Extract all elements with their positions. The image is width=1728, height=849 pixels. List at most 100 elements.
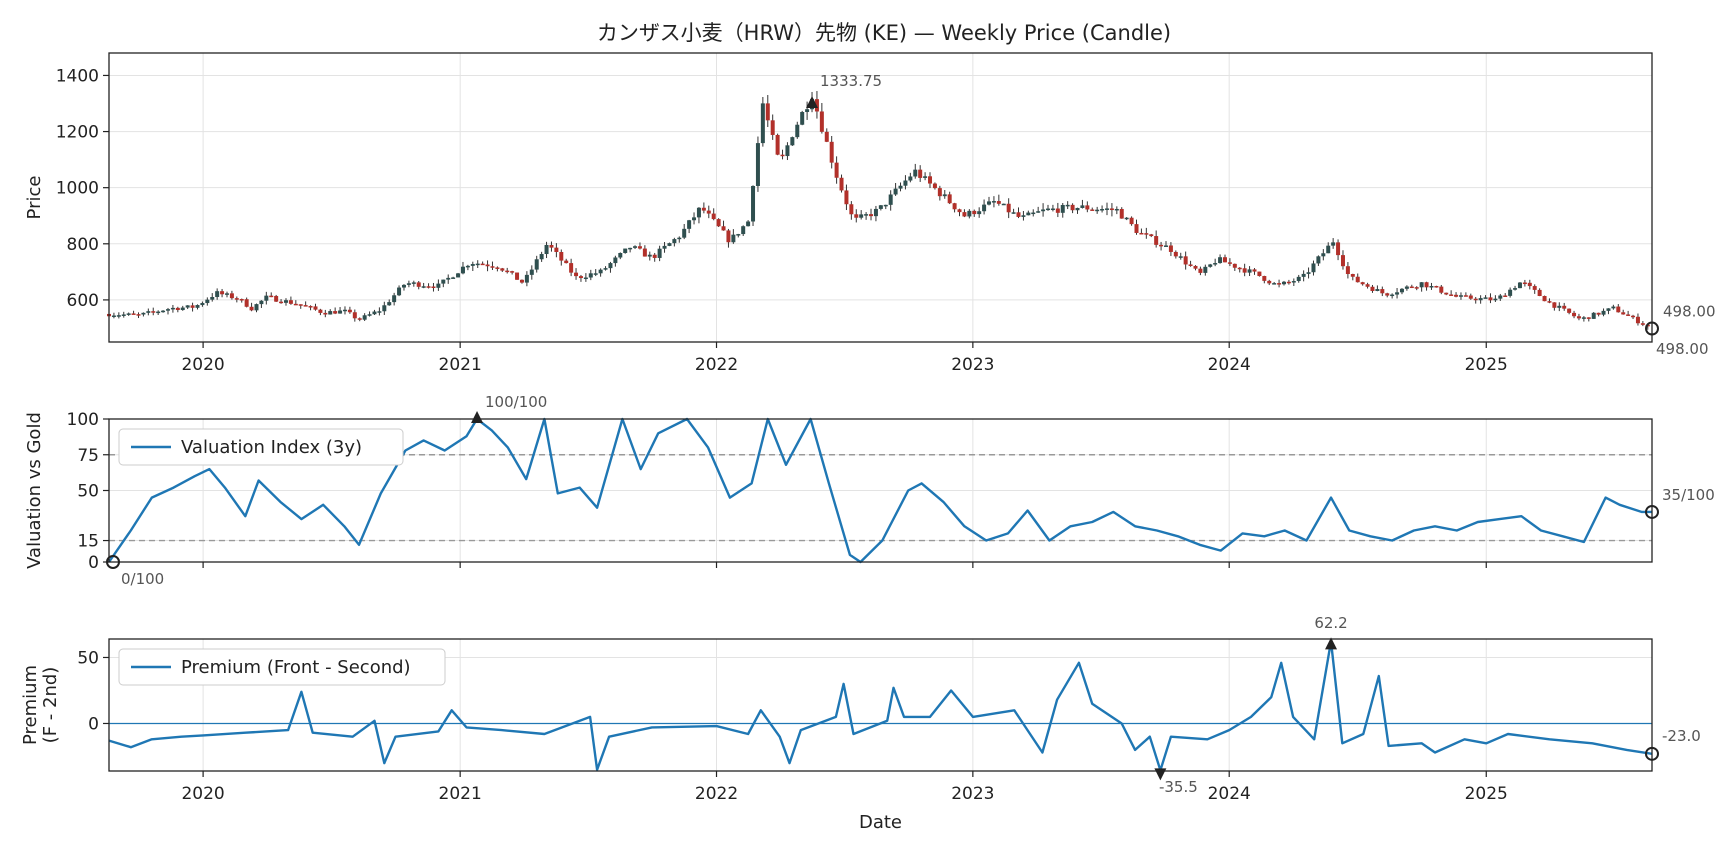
panel2-ylabel: Premium(F - 2nd): [20, 665, 61, 745]
candle-body-171: [947, 194, 952, 204]
chart-title: カンザス小麦（HRW）先物 (KE) — Weekly Price (Candl…: [597, 21, 1171, 45]
candle-body-243: [1301, 273, 1306, 277]
candle-body-232: [1247, 269, 1252, 273]
candle-body-88: [539, 254, 544, 260]
candle-body-141: [800, 112, 805, 125]
candle-body-187: [1026, 212, 1031, 216]
candle-body-133: [760, 103, 765, 144]
candle-body-138: [785, 145, 790, 157]
candle-body-54: [372, 311, 377, 315]
candle-body-179: [987, 201, 992, 205]
candle-body-147: [829, 141, 834, 163]
candle-body-290: [1532, 286, 1537, 290]
candle-body-292: [1542, 296, 1547, 302]
candle-body-229: [1232, 263, 1237, 268]
candle-body-3: [121, 314, 126, 316]
candle-body-199: [1085, 205, 1090, 210]
candle-body-283: [1498, 295, 1503, 299]
candle-body-256: [1365, 284, 1370, 287]
candle-body-106: [628, 247, 633, 250]
candle-body-9: [151, 311, 156, 313]
candle-body-10: [156, 311, 161, 314]
candle-body-309: [1626, 314, 1631, 316]
candle-body-226: [1218, 257, 1223, 264]
candle-body-254: [1355, 276, 1360, 283]
candle-body-1: [111, 315, 116, 318]
candle-body-239: [1281, 281, 1286, 285]
panel2-ylabel-line-0: Premium: [20, 665, 41, 745]
candle-body-282: [1493, 298, 1498, 301]
candle-body-145: [819, 111, 824, 132]
candle-body-251: [1340, 255, 1345, 267]
candle-body-76: [480, 263, 485, 266]
candle-body-131: [751, 185, 756, 222]
candle-body-86: [529, 269, 534, 275]
candle-body-262: [1395, 292, 1400, 295]
candle-body-280: [1483, 297, 1488, 299]
candle-body-85: [524, 274, 529, 283]
candle-body-121: [701, 207, 706, 211]
candle-body-188: [1031, 212, 1036, 215]
candle-body-38: [293, 303, 298, 306]
candle-body-63: [416, 282, 421, 287]
candle-body-299: [1576, 316, 1581, 319]
candle-body-185: [1016, 212, 1021, 217]
candle-body-178: [982, 204, 987, 212]
candle-body-60: [401, 284, 406, 288]
candle-body-74: [470, 264, 475, 266]
candle-body-27: [239, 299, 244, 301]
candle-body-123: [711, 213, 716, 220]
candle-body-304: [1601, 310, 1606, 315]
candle-body-308: [1621, 312, 1626, 315]
candle-body-18: [195, 305, 200, 308]
candle-body-7: [141, 312, 146, 315]
candle-body-234: [1257, 271, 1262, 277]
candle-body-140: [795, 124, 800, 138]
candle-body-225: [1213, 263, 1218, 265]
candle-body-288: [1522, 282, 1527, 285]
candles: [107, 91, 1650, 330]
candle-body-132: [755, 143, 760, 186]
candle-body-293: [1547, 301, 1552, 303]
candle-body-22: [215, 291, 220, 297]
candle-body-87: [534, 259, 539, 270]
candle-body-109: [642, 248, 647, 257]
panel1-frame: [108, 418, 1653, 563]
candle-body-84: [519, 279, 524, 283]
candle-body-213: [1154, 236, 1159, 245]
candle-body-34: [274, 295, 279, 302]
candle-body-273: [1449, 294, 1454, 296]
candle-body-298: [1572, 312, 1577, 317]
candle-body-116: [677, 237, 682, 240]
candle-body-303: [1596, 312, 1601, 315]
candle-body-223: [1203, 266, 1208, 273]
panel2-ytick-label-50: 50: [77, 648, 99, 668]
panel2-xtick-label-2024: 2024: [1208, 784, 1251, 804]
candle-body-209: [1134, 224, 1139, 233]
panel0-xtick-label-2024: 2024: [1208, 355, 1251, 375]
panel2-xtick-label-2022: 2022: [695, 784, 738, 804]
candle-body-12: [165, 309, 170, 311]
candle-body-222: [1198, 268, 1203, 273]
candle-body-142: [805, 109, 810, 113]
candle-body-25: [229, 293, 234, 299]
panel1-legend-box: [118, 428, 404, 466]
candle-body-241: [1291, 281, 1296, 283]
candle-body-15: [180, 307, 185, 311]
candle-body-260: [1385, 293, 1390, 296]
candle-body-139: [790, 137, 795, 146]
candle-body-259: [1380, 289, 1385, 294]
candle-body-75: [475, 263, 480, 266]
panel0-ytick-label-600: 600: [67, 291, 99, 311]
candle-body-37: [288, 300, 293, 304]
candle-body-57: [387, 302, 392, 306]
candle-body-205: [1114, 208, 1119, 211]
candle-body-158: [883, 204, 888, 207]
candle-body-270: [1434, 286, 1439, 288]
candle-body-21: [210, 296, 215, 300]
candle-body-127: [731, 234, 736, 243]
candle-body-230: [1237, 267, 1242, 270]
candle-body-8: [146, 311, 151, 313]
candle-body-70: [451, 277, 456, 279]
